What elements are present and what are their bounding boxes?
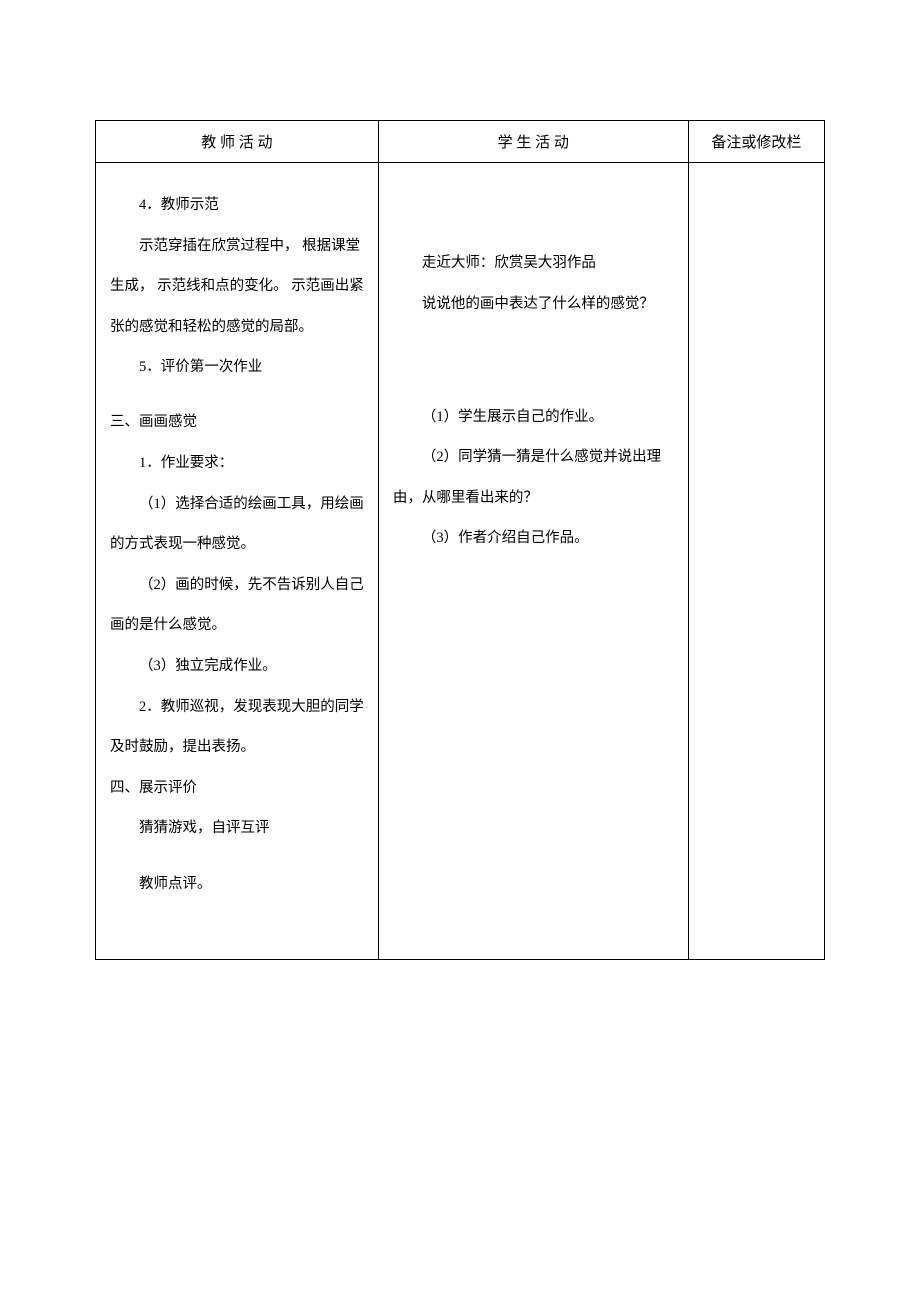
req-2: （2）画的时候，先不告诉别人自己画的是什么感觉。 bbox=[110, 565, 364, 646]
header-student-activity: 学 生 活 动 bbox=[378, 121, 688, 163]
req-3: （3）独立完成作业。 bbox=[110, 646, 364, 687]
guess-game: 猜猜游戏，自评互评 bbox=[110, 808, 364, 849]
teacher-item-5: 5．评价第一次作业 bbox=[110, 347, 364, 388]
student-show-work: （1）学生展示自己的作业。 bbox=[393, 397, 674, 438]
section-4-title: 四、展示评价 bbox=[110, 768, 364, 809]
teacher-review: 教师点评。 bbox=[110, 864, 364, 905]
homework-requirements: 1．作业要求： bbox=[110, 443, 364, 484]
section-3-title: 三、画画感觉 bbox=[110, 402, 364, 443]
header-row: 教 师 活 动 学 生 活 动 备注或修改栏 bbox=[96, 121, 825, 163]
student-guess: （2）同学猜一猜是什么感觉并说出理由，从哪里看出来的？ bbox=[393, 437, 674, 518]
author-intro: （3）作者介绍自己作品。 bbox=[393, 518, 674, 559]
approach-master: 走近大师：欣赏吴大羽作品 bbox=[393, 243, 674, 284]
teacher-item-4: 4．教师示范 bbox=[110, 185, 364, 226]
lesson-plan-table: 教 师 活 动 学 生 活 动 备注或修改栏 4．教师示范 示范穿插在欣赏过程中… bbox=[95, 120, 825, 960]
discuss-feeling: 说说他的画中表达了什么样的感觉？ bbox=[393, 284, 674, 325]
header-teacher-activity: 教 师 活 动 bbox=[96, 121, 379, 163]
student-activity-cell: 走近大师：欣赏吴大羽作品 说说他的画中表达了什么样的感觉？ （1）学生展示自己的… bbox=[378, 163, 688, 960]
req-1: （1）选择合适的绘画工具，用绘画的方式表现一种感觉。 bbox=[110, 484, 364, 565]
teacher-demo-text: 示范穿插在欣赏过程中， 根据课堂生成， 示范线和点的变化。 示范画出紧张的感觉和… bbox=[110, 226, 364, 348]
header-notes: 备注或修改栏 bbox=[688, 121, 824, 163]
teacher-activity-cell: 4．教师示范 示范穿插在欣赏过程中， 根据课堂生成， 示范线和点的变化。 示范画… bbox=[96, 163, 379, 960]
teacher-patrol: 2．教师巡视，发现表现大胆的同学及时鼓励，提出表扬。 bbox=[110, 687, 364, 768]
content-row: 4．教师示范 示范穿插在欣赏过程中， 根据课堂生成， 示范线和点的变化。 示范画… bbox=[96, 163, 825, 960]
notes-cell bbox=[688, 163, 824, 960]
